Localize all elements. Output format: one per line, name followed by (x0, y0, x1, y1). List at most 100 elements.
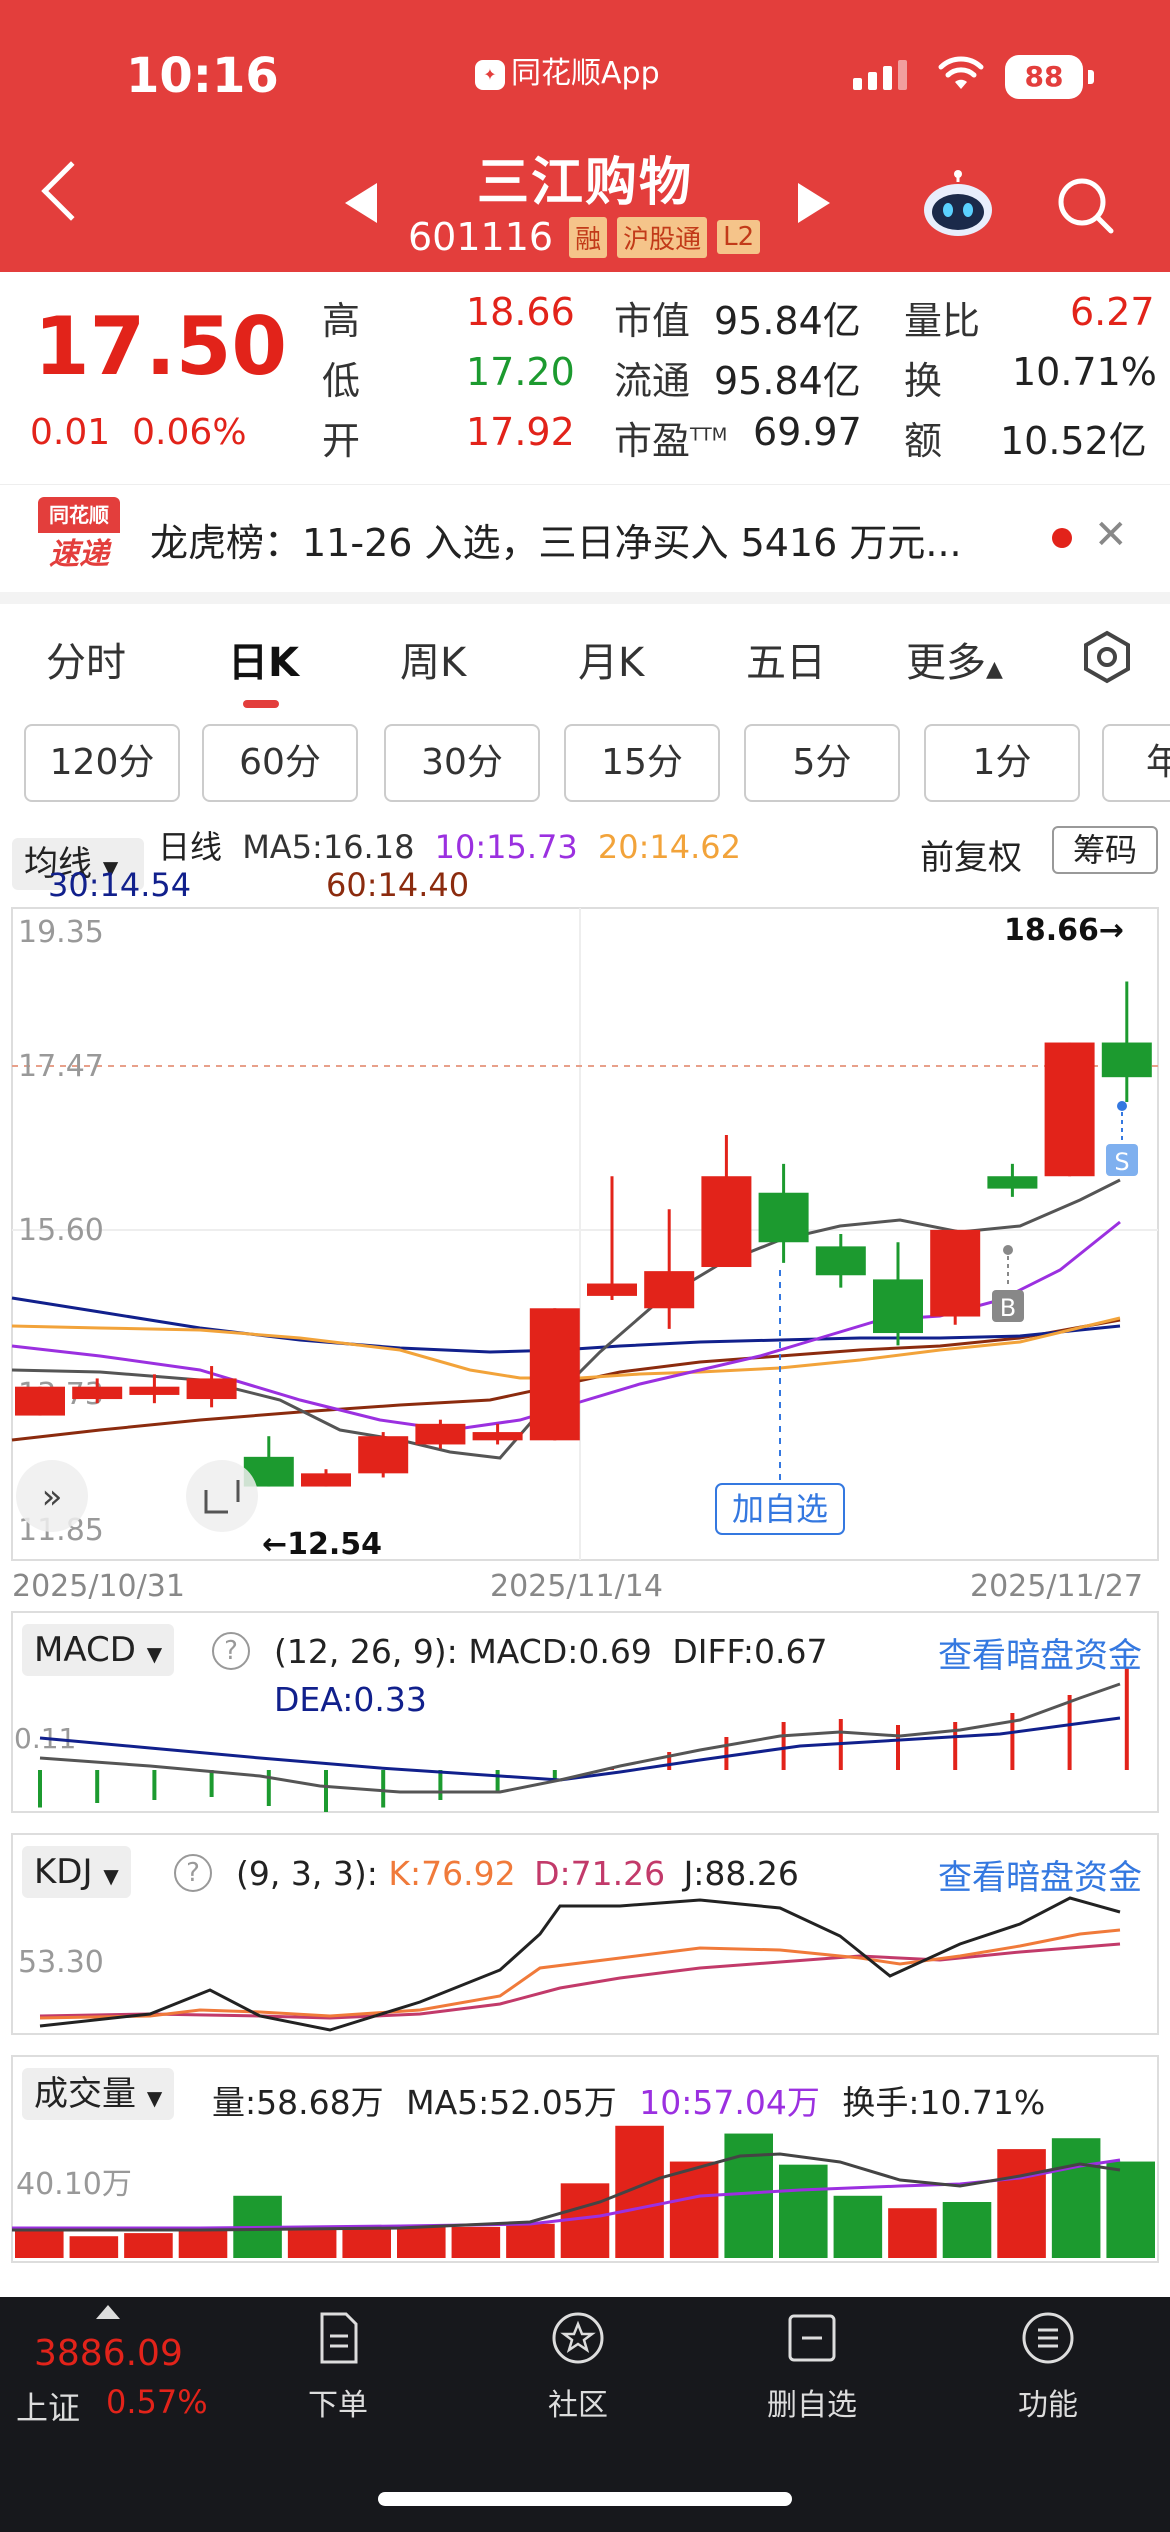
tab-intraday[interactable]: 分时 (46, 640, 126, 686)
status-app-label: 同花顺App (511, 56, 660, 91)
candle-body (987, 1176, 1038, 1189)
index-value[interactable]: 3886.09 (34, 2333, 183, 2374)
float-label: 流通 (614, 359, 691, 403)
wifi-icon (938, 56, 984, 89)
remove-watchlist-button[interactable]: 删自选 (752, 2310, 872, 2424)
y-tick-current: 17.47 (18, 1049, 104, 1084)
expand-left-button[interactable] (16, 1460, 88, 1532)
chart-settings-icon[interactable] (1080, 630, 1134, 684)
macd-toggle[interactable]: MACD ▼ (22, 1624, 175, 1676)
status-app-name: ✦ 同花顺App (475, 48, 660, 92)
tab-daily-k[interactable]: 日K (228, 640, 299, 686)
date-mid: 2025/11/14 (490, 1569, 663, 1604)
index-expand-icon[interactable] (96, 2305, 120, 2319)
battery-indicator: 88 (1005, 55, 1083, 99)
volume-bar (1051, 2138, 1101, 2258)
price-adjust-label[interactable]: 前复权 (920, 838, 1022, 878)
macd-help-icon[interactable]: ? (212, 1632, 250, 1670)
change-percent: 0.06% (132, 412, 247, 453)
max-price-label: 18.66→ (1004, 913, 1124, 948)
pe-ttm: TTM (690, 424, 728, 446)
candle-body (72, 1386, 123, 1400)
community-button[interactable]: 社区 (518, 2310, 638, 2424)
kdj-help-icon[interactable]: ? (174, 1854, 212, 1892)
period-60min-button[interactable]: 60分 (202, 724, 358, 802)
volume-bar (451, 2226, 501, 2258)
volume-value: 量:58.68万 (212, 2083, 384, 2122)
volume-toggle[interactable]: 成交量 ▼ (22, 2068, 175, 2120)
double-chevron-icon: » (42, 1477, 63, 1517)
volume-bar (69, 2236, 119, 2258)
tab-five-day[interactable]: 五日 (746, 640, 826, 686)
kline-chart[interactable]: 19.35 17.47 15.60 13.73 11.85 18.66→ ←12… (0, 900, 1170, 2280)
high-label: 高 (322, 299, 361, 343)
volume-toggle-label: 成交量 (34, 2074, 136, 2114)
functions-button[interactable]: 功能 (988, 2310, 1108, 2424)
tab-weekly-k[interactable]: 周K (400, 640, 467, 686)
search-icon[interactable] (1055, 175, 1115, 235)
next-stock-button[interactable] (798, 183, 830, 223)
battery-tip (1088, 70, 1094, 84)
ma30-value: 30:14.54 (48, 866, 192, 904)
robot-assistant-icon[interactable] (920, 170, 996, 238)
tag-level2[interactable]: L2 (717, 220, 761, 254)
buy-marker[interactable] (992, 1290, 1024, 1322)
period-120min-button[interactable]: 120分 (24, 724, 180, 802)
tab-monthly-k[interactable]: 月K (578, 640, 645, 686)
dark-pool-link-kdj[interactable]: 查看暗盘资金 (938, 1858, 1142, 1898)
low-label: 低 (322, 359, 361, 403)
volume-ma10-value: 10:57.04万 (639, 2083, 820, 2122)
fullscreen-button[interactable] (186, 1460, 258, 1532)
period-30min-button[interactable]: 30分 (384, 724, 540, 802)
kdj-d-value: D:71.26 (534, 1854, 666, 1893)
volume-dropdown-icon: ▼ (146, 2086, 163, 2110)
stock-code: 601116 (408, 215, 554, 259)
buy-marker-label: B (1000, 1294, 1016, 1322)
vr-label: 量比 (904, 299, 981, 343)
period-1min-button[interactable]: 1分 (924, 724, 1080, 802)
macd-dropdown-icon: ▼ (146, 1642, 163, 1666)
kdj-panel-frame (11, 1833, 1159, 2035)
ma-toggle[interactable]: 均线 ▼ (12, 838, 144, 890)
news-bar[interactable] (0, 484, 1170, 592)
kdj-dropdown-icon: ▼ (103, 1864, 119, 1888)
kdj-j-line (39, 1896, 1121, 2032)
ma10-value: 10:15.73 (434, 828, 578, 866)
kdj-toggle[interactable]: KDJ ▼ (22, 1846, 131, 1898)
index-name[interactable]: 上证 (16, 2389, 81, 2427)
candle-body (15, 1386, 65, 1416)
candle-body (644, 1271, 695, 1309)
volume-ma10-line (12, 2158, 1121, 2230)
period-year-button[interactable]: 年 (1102, 724, 1170, 802)
chip-distribution-button[interactable]: 筹码 (1052, 826, 1158, 874)
volume-ma5-line (12, 2152, 1121, 2232)
section-divider (0, 592, 1170, 604)
period-15min-button[interactable]: 15分 (564, 724, 720, 802)
index-change[interactable]: 0.57% (106, 2383, 208, 2421)
date-start: 2025/10/31 (12, 1569, 185, 1604)
news-headline[interactable]: 龙虎榜：11-26 入选，三日净买入 5416 万元... (150, 521, 962, 565)
macd-values: (12, 26, 9): MACD:0.69 DIFF:0.67 (274, 1632, 827, 1671)
period-5min-button[interactable]: 5分 (744, 724, 900, 802)
sell-marker[interactable] (1106, 1144, 1138, 1176)
macd-value: MACD:0.69 (468, 1632, 652, 1671)
candlesticks (15, 981, 1152, 1487)
macd-diff-value: DIFF:0.67 (672, 1632, 828, 1671)
prev-stock-button[interactable] (345, 183, 377, 223)
ma20-value: 20:14.62 (597, 828, 741, 866)
order-button[interactable]: 下单 (278, 2310, 398, 2424)
volume-bar (397, 2226, 446, 2258)
kdj-k-line (39, 1928, 1121, 2020)
float-value: 95.84亿 (714, 359, 861, 403)
tab-more[interactable]: 更多▲ (906, 630, 1003, 688)
tag-connect[interactable]: 沪股通 (617, 216, 708, 258)
ma20-line (11, 1316, 1121, 1380)
add-watchlist-button[interactable] (715, 1483, 845, 1535)
candle-body (1101, 1042, 1152, 1078)
volume-bar (1106, 2161, 1155, 2258)
tag-margin[interactable]: 融 (569, 216, 608, 258)
dark-pool-link-macd[interactable]: 查看暗盘资金 (938, 1636, 1142, 1676)
stock-name: 三江购物 (476, 153, 693, 213)
news-close-icon[interactable]: ✕ (1094, 512, 1128, 558)
buy-marker-dot (1003, 1245, 1013, 1255)
